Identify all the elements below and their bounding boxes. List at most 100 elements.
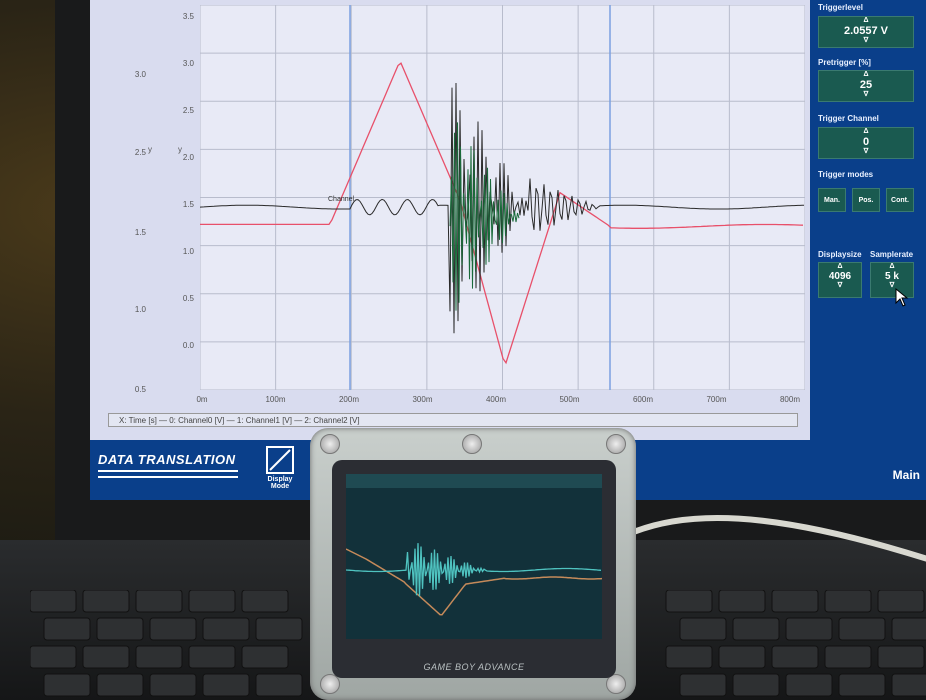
cursor-label: Channel <box>328 196 355 203</box>
display-mode-icon <box>266 446 294 474</box>
pretrigger-value: 25 <box>859 79 873 91</box>
x-tick-label: 0m <box>196 395 208 404</box>
y-tick-label: 2.5 <box>182 106 194 115</box>
down-arrow-icon[interactable]: ∇ <box>863 148 869 155</box>
y-tick-label: 3.0 <box>182 59 194 68</box>
keyboard-key <box>149 617 197 641</box>
up-arrow-icon[interactable]: Δ <box>863 128 869 135</box>
screw-icon <box>320 434 340 454</box>
x-tick-label: 500m <box>559 395 580 404</box>
display-mode-button[interactable]: Display Mode <box>262 446 298 494</box>
down-arrow-icon[interactable]: ∇ <box>889 282 895 289</box>
keyboard-key <box>30 590 77 613</box>
up-arrow-icon[interactable]: Δ <box>863 71 869 78</box>
keyboard-key <box>188 590 236 613</box>
trigger-mode-manual-button[interactable]: Man. <box>818 188 846 212</box>
keyboard-key <box>732 673 780 697</box>
trigger-channel-control[interactable]: Δ 0 ∇ <box>818 127 914 159</box>
keyboard-key <box>718 590 766 613</box>
y-tick-label: 1.0 <box>182 247 194 256</box>
y-tick-label-outer: 2.5 <box>134 148 146 157</box>
keyboard-key <box>891 673 926 697</box>
pretrigger-control[interactable]: Δ 25 ∇ <box>818 70 914 102</box>
keyboard-key <box>255 617 303 641</box>
x-tick-label: 800m <box>779 395 800 404</box>
x-tick-label: 100m <box>265 395 286 404</box>
up-arrow-icon[interactable]: Δ <box>889 263 895 270</box>
keyboard-key <box>43 673 91 697</box>
channel2-trace <box>449 122 520 311</box>
displaysize-control[interactable]: Δ 4096 ∇ <box>818 262 862 298</box>
display-mode-label-1: Display <box>267 476 293 483</box>
keyboard-key <box>30 645 77 669</box>
keyboard-key <box>838 673 886 697</box>
trigger-mode-position-button[interactable]: Pos. <box>852 188 880 212</box>
scope-plot-area[interactable]: Channel <box>200 5 805 390</box>
brand-logo: DATA TRANSLATION <box>98 452 236 467</box>
keyboard-key <box>785 673 833 697</box>
down-arrow-icon[interactable]: ∇ <box>863 91 869 98</box>
trigger-mode-continuous-button[interactable]: Cont. <box>886 188 914 212</box>
keyboard-key <box>732 617 780 641</box>
keyboard-key <box>718 645 766 669</box>
keyboard-key <box>202 617 250 641</box>
samplerate-control[interactable]: Δ 5 k ∇ <box>870 262 914 298</box>
y-tick-label: 0.0 <box>182 341 194 350</box>
gba-logo: GAME BOY ADVANCE <box>423 662 525 672</box>
y-tick-label-outer: 1.5 <box>134 228 146 237</box>
keyboard-key <box>877 590 925 613</box>
samplerate-label: Samplerate <box>870 250 914 259</box>
keyboard-key <box>96 617 144 641</box>
y-tick-label: 1.5 <box>182 200 194 209</box>
samplerate-value: 5 k <box>885 271 899 282</box>
down-arrow-icon[interactable]: ∇ <box>863 37 869 44</box>
up-arrow-icon[interactable]: Δ <box>837 263 843 270</box>
trigger-modes-label: Trigger modes <box>818 170 874 179</box>
trigger-level-control[interactable]: Δ 2.0557 V ∇ <box>818 16 914 48</box>
keyboard-key <box>665 590 713 613</box>
usb-cable <box>620 514 926 562</box>
gba-waveform-svg <box>346 543 602 616</box>
display-mode-label-2: Mode <box>270 483 290 490</box>
displaysize-value: 4096 <box>828 271 852 282</box>
keyboard-key <box>96 673 144 697</box>
keyboard-key <box>188 645 236 669</box>
x-tick-label: 200m <box>338 395 359 404</box>
channel0-trace <box>200 82 804 334</box>
screw-icon <box>462 434 482 454</box>
screw-icon <box>606 674 626 694</box>
up-arrow-icon[interactable]: Δ <box>863 17 869 24</box>
keyboard-key <box>679 673 727 697</box>
x-tick-label: 700m <box>706 395 727 404</box>
main-tab[interactable]: Main <box>892 468 920 482</box>
keyboard-key <box>82 590 130 613</box>
laptop-keyboard <box>30 590 926 697</box>
y-tick-label: 2.0 <box>182 153 194 162</box>
keyboard-key <box>891 617 926 641</box>
side-panel: Triggerlevel Δ 2.0557 V ∇ Pretrigger [%]… <box>810 0 926 440</box>
down-arrow-icon[interactable]: ∇ <box>837 282 843 289</box>
keyboard-key <box>771 645 819 669</box>
scope-waveform-svg: Channel <box>200 5 805 390</box>
trigger-level-value: 2.0557 V <box>843 25 889 37</box>
scope-plot-panel: Channel y y X: Time [s] — 0: Channel0 [V… <box>90 0 810 440</box>
keyboard-key <box>202 673 250 697</box>
keyboard-key <box>135 590 183 613</box>
keyboard-key <box>135 645 183 669</box>
keyboard-key <box>255 673 303 697</box>
keyboard-key <box>43 617 91 641</box>
keyboard-key <box>824 590 872 613</box>
keyboard-key <box>824 645 872 669</box>
trigger-channel-value: 0 <box>862 136 870 148</box>
keyboard-key <box>241 590 289 613</box>
keyboard-key <box>241 645 289 669</box>
keyboard-key <box>877 645 925 669</box>
gba-lcd-screen <box>346 474 602 639</box>
gba-screen-frame: GAME BOY ADVANCE <box>332 460 616 678</box>
gba-cyan-trace <box>346 543 602 597</box>
x-tick-label: 600m <box>632 395 653 404</box>
gba-orange-trace <box>346 548 602 616</box>
trigger-level-label: Triggerlevel <box>818 3 863 12</box>
brand-underline <box>98 470 238 478</box>
